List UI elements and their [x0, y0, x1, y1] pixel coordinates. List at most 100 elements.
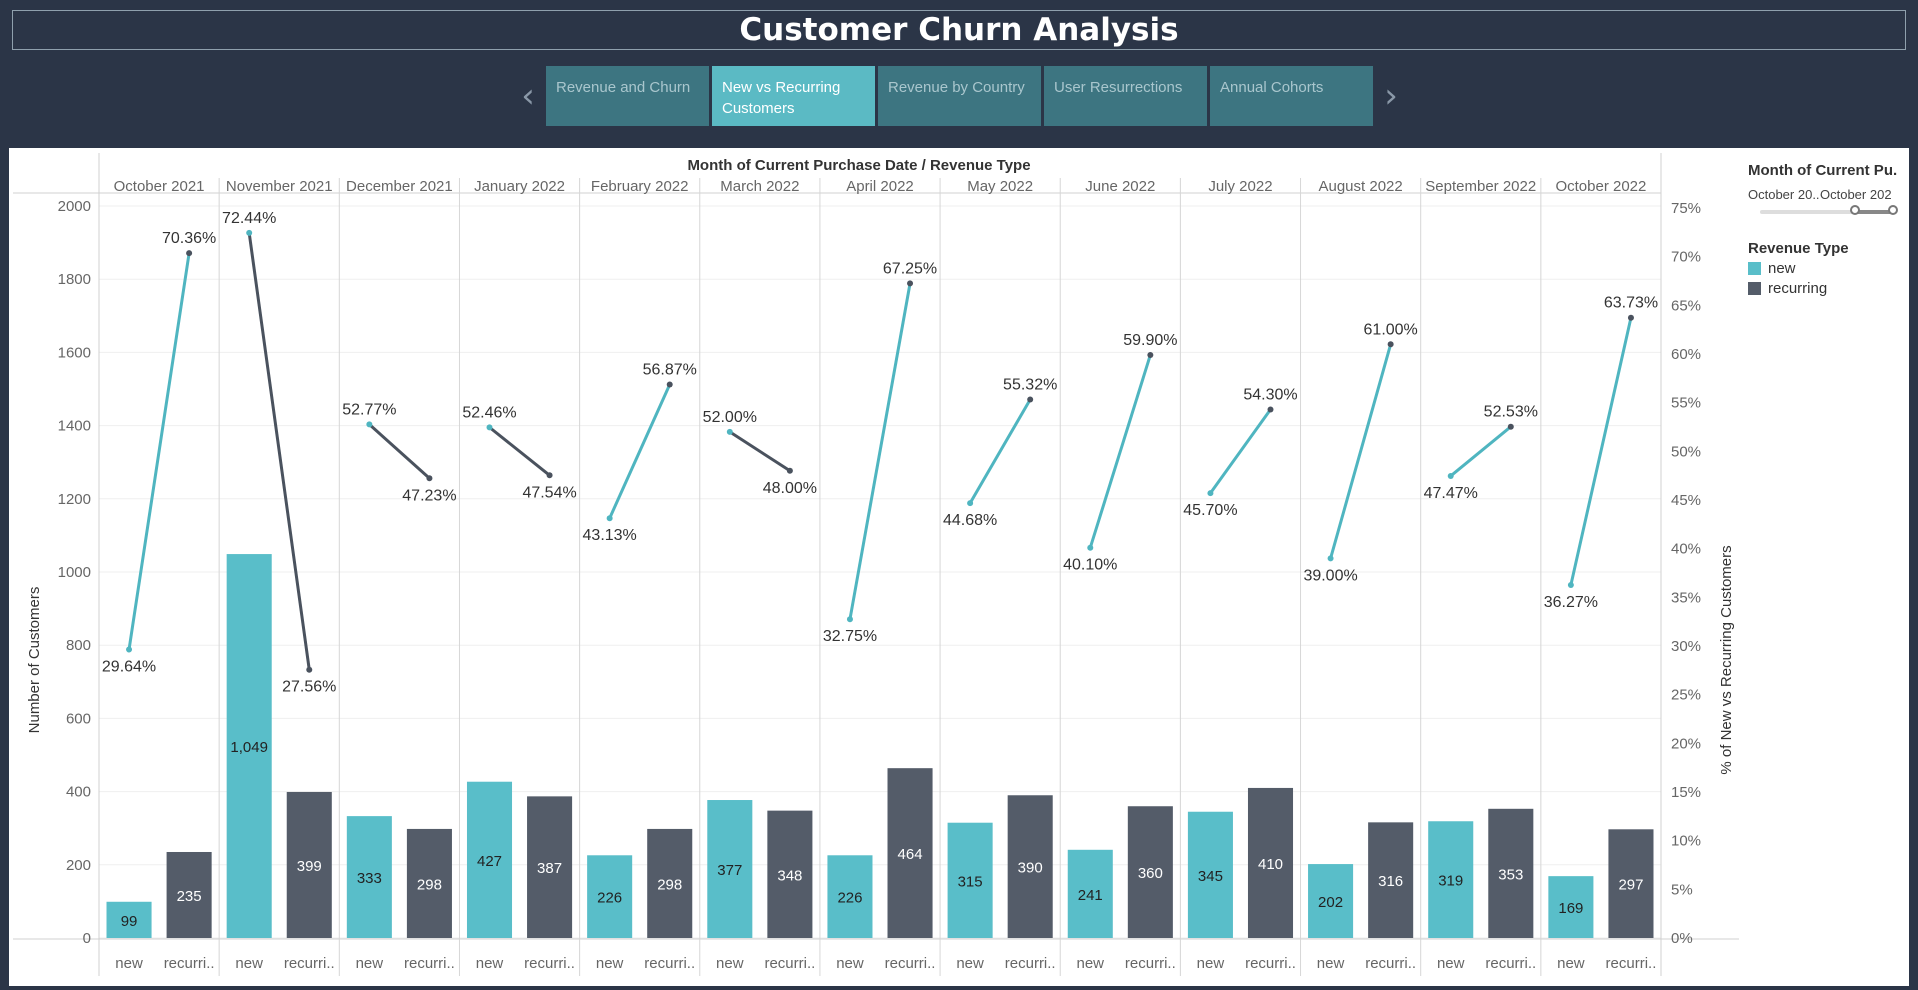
sub-category-label: recurri.. — [1005, 955, 1056, 972]
percent-point-new[interactable] — [1447, 472, 1454, 479]
bar-recurring[interactable] — [1368, 822, 1414, 938]
bar-recurring[interactable] — [1488, 808, 1534, 938]
y2-tick-label: 0% — [1671, 930, 1693, 947]
percent-point-recurring[interactable] — [426, 475, 433, 482]
percent-point-new[interactable] — [126, 646, 133, 653]
filter-range-labels: October 20.. October 202 — [1748, 187, 1898, 202]
bar-recurring[interactable] — [527, 796, 573, 938]
tab-annual-cohorts[interactable]: Annual Cohorts — [1210, 66, 1373, 126]
percent-label-recurring: 55.32% — [1003, 377, 1057, 394]
percent-point-new[interactable] — [1087, 544, 1094, 551]
bar-new[interactable] — [707, 800, 753, 938]
legend-label-new: new — [1768, 260, 1796, 277]
bar-new[interactable] — [827, 855, 873, 938]
percent-line — [1569, 317, 1633, 586]
bar-value-label: 316 — [1378, 873, 1403, 890]
percent-point-recurring[interactable] — [1147, 351, 1154, 358]
filter-title: Month of Current Pu.. — [1748, 162, 1898, 179]
percent-point-new[interactable] — [1207, 490, 1214, 497]
y-tick-label: 2000 — [58, 198, 91, 215]
bar-new[interactable] — [466, 781, 513, 938]
bar-new[interactable] — [1067, 849, 1113, 938]
tab-new-vs-recurring[interactable]: New vs Recurring Customers — [712, 66, 875, 126]
legend-label-recurring: recurring — [1768, 280, 1828, 297]
month-range-slider[interactable] — [1760, 205, 1898, 215]
percent-point-new[interactable] — [486, 424, 493, 431]
percent-point-recurring[interactable] — [786, 467, 793, 474]
percent-point-recurring[interactable] — [546, 472, 553, 479]
percent-label-recurring: 47.54% — [522, 484, 576, 501]
bar-new[interactable] — [1308, 864, 1354, 938]
legend-item-new[interactable]: new — [1748, 260, 1898, 277]
bar-value-label: 377 — [717, 862, 742, 879]
percent-point-recurring[interactable] — [1027, 396, 1034, 403]
bar-recurring[interactable] — [1007, 795, 1053, 938]
bar-new[interactable] — [1548, 876, 1594, 938]
bar-recurring[interactable] — [166, 851, 212, 938]
slider-start-handle[interactable] — [1850, 205, 1860, 215]
percent-point-new[interactable] — [846, 616, 853, 623]
sub-category-label: recurri.. — [1365, 955, 1416, 972]
sub-category-label: recurri.. — [164, 955, 215, 972]
percent-point-new[interactable] — [246, 229, 253, 236]
bar-recurring[interactable] — [1127, 806, 1173, 938]
percent-label-new: 52.00% — [703, 409, 757, 426]
sub-category-label: recurri.. — [524, 955, 575, 972]
y2-tick-label: 10% — [1671, 833, 1701, 850]
bar-value-label: 399 — [297, 858, 322, 875]
bar-recurring[interactable] — [887, 768, 933, 938]
churn-chart: 0 200 400 600 800 1000 1200 1400 1600 1800 2000 0% 5… — [13, 153, 1739, 976]
bar-recurring[interactable] — [1608, 829, 1654, 938]
percent-label-recurring: 48.00% — [763, 480, 817, 497]
bar-recurring[interactable] — [286, 791, 332, 938]
percent-point-recurring[interactable] — [306, 666, 313, 673]
percent-point-new[interactable] — [1327, 555, 1334, 562]
bar-new[interactable] — [1187, 811, 1233, 938]
chevron-right-icon[interactable]: › — [1384, 76, 1398, 116]
y2-tick-label: 40% — [1671, 541, 1701, 558]
tab-revenue-and-churn[interactable]: Revenue and Churn — [546, 66, 709, 126]
bar-recurring[interactable] — [1247, 787, 1294, 938]
bar-value-label: 169 — [1558, 900, 1583, 917]
sub-category-label: new — [596, 955, 624, 972]
y2-tick-label: 65% — [1671, 297, 1701, 314]
y2-tick-label: 5% — [1671, 881, 1693, 898]
bar-new[interactable] — [947, 822, 993, 938]
tab-user-resurrections[interactable]: User Resurrections — [1044, 66, 1207, 126]
bar-recurring[interactable] — [406, 828, 452, 938]
sub-category-label: new — [1557, 955, 1585, 972]
bar-new[interactable] — [587, 855, 633, 938]
bar-recurring[interactable] — [767, 810, 813, 938]
bar-value-label: 202 — [1318, 894, 1343, 911]
y2-tick-label: 15% — [1671, 784, 1701, 801]
chevron-left-icon[interactable]: ‹ — [521, 76, 535, 116]
sub-category-label: new — [1317, 955, 1345, 972]
percent-point-new[interactable] — [606, 515, 613, 522]
percent-point-new[interactable] — [726, 428, 733, 435]
tab-revenue-by-country[interactable]: Revenue by Country — [878, 66, 1041, 126]
percent-point-recurring[interactable] — [1507, 423, 1514, 430]
sub-category-label: new — [115, 955, 143, 972]
category-label: June 2022 — [1085, 178, 1155, 195]
percent-point-recurring[interactable] — [1387, 341, 1394, 348]
percent-point-recurring[interactable] — [666, 381, 673, 388]
percent-point-recurring[interactable] — [186, 250, 193, 257]
bar-new[interactable] — [106, 901, 152, 938]
percent-point-recurring[interactable] — [1627, 314, 1634, 321]
percent-label-new: 52.46% — [462, 404, 516, 421]
story-tabs: Revenue and Churn New vs Recurring Custo… — [546, 66, 1376, 126]
bar-new[interactable] — [226, 554, 272, 938]
slider-end-handle[interactable] — [1888, 205, 1898, 215]
bar-new[interactable] — [346, 816, 392, 938]
percent-point-new[interactable] — [366, 421, 373, 428]
category-label: January 2022 — [474, 178, 565, 195]
bar-new[interactable] — [1428, 821, 1474, 938]
percent-point-new[interactable] — [1567, 581, 1574, 588]
percent-point-new[interactable] — [967, 500, 974, 507]
percent-point-recurring[interactable] — [907, 280, 914, 287]
sub-category-label: new — [1077, 955, 1105, 972]
percent-point-recurring[interactable] — [1267, 406, 1274, 413]
legend-item-recurring[interactable]: recurring — [1748, 280, 1898, 297]
sub-category-label: recurri.. — [1125, 955, 1176, 972]
bar-recurring[interactable] — [647, 828, 693, 938]
